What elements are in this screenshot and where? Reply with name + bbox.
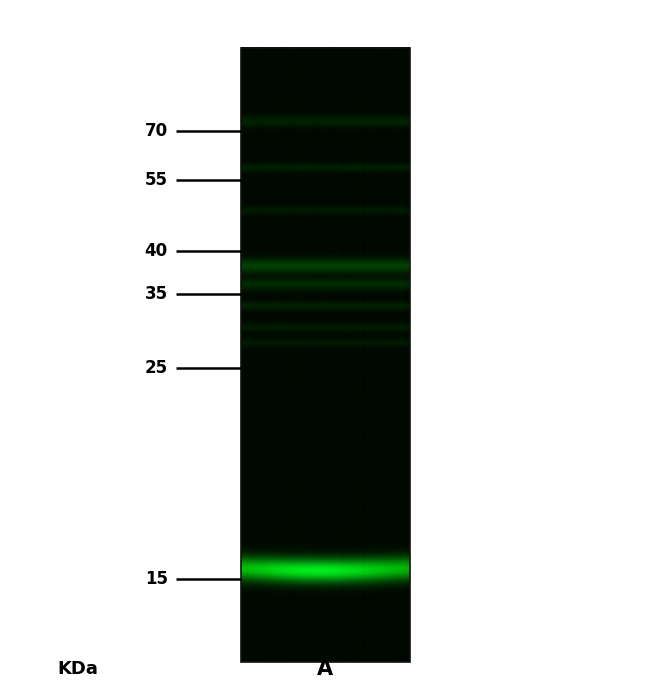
Text: 70: 70	[144, 122, 168, 140]
Text: 35: 35	[144, 285, 168, 303]
Text: A: A	[317, 660, 333, 679]
Text: 40: 40	[144, 242, 168, 260]
Text: 55: 55	[145, 171, 168, 189]
Text: KDa: KDa	[58, 660, 98, 678]
Text: 15: 15	[145, 571, 168, 589]
Text: 25: 25	[144, 359, 168, 377]
Bar	[240, 48, 410, 662]
